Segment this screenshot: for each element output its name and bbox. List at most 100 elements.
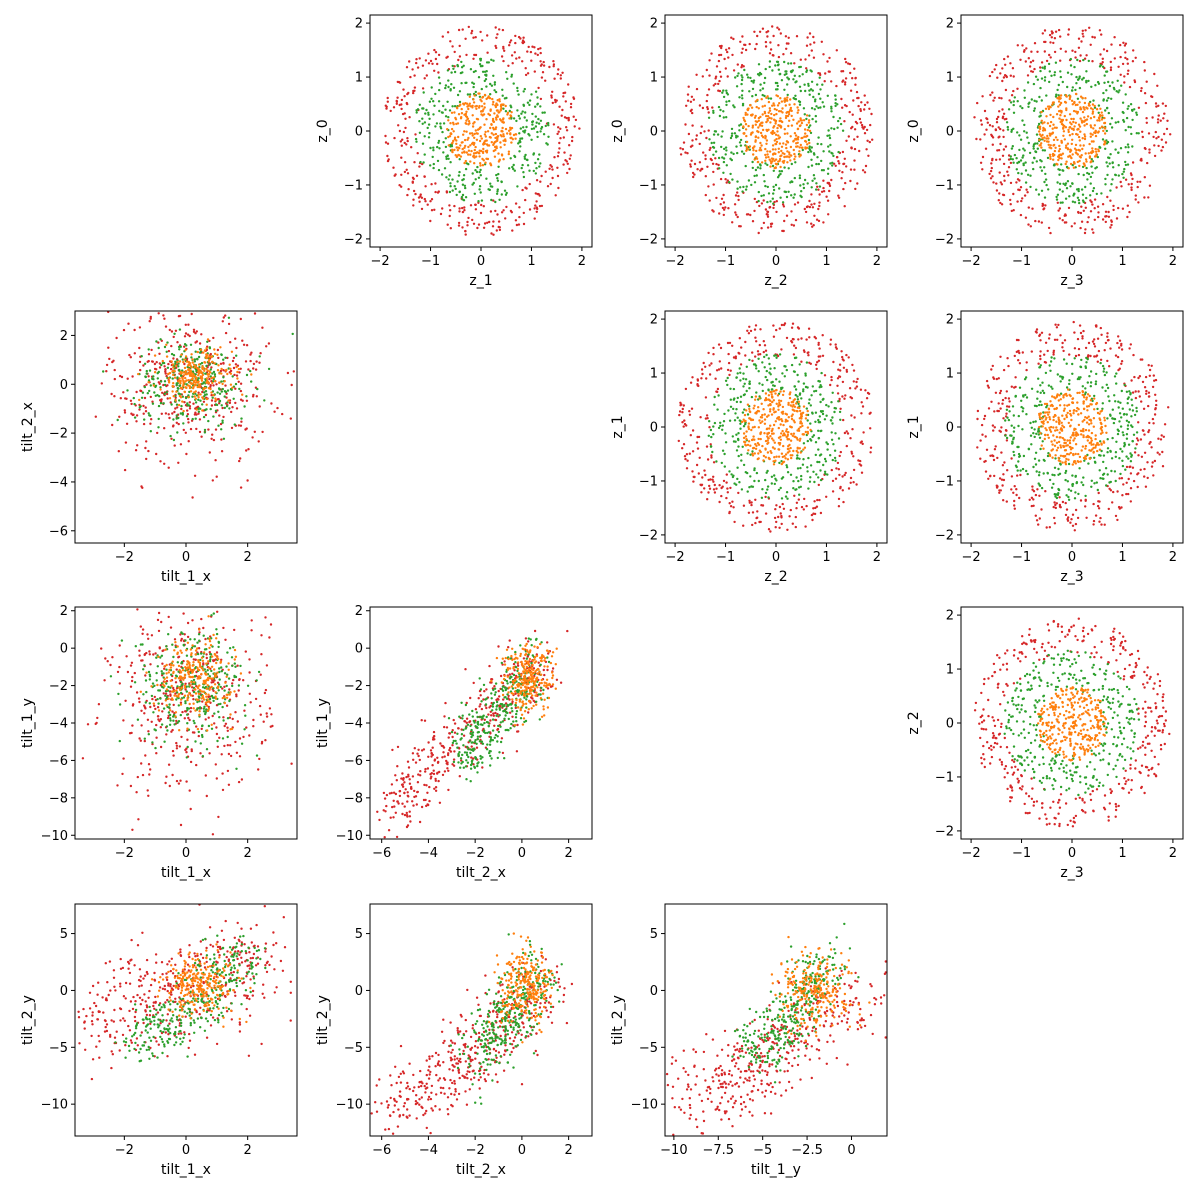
point-green (739, 427, 742, 430)
point-red (859, 459, 862, 463)
point-green (436, 159, 440, 163)
point-orange (1038, 133, 1042, 136)
point-green (1055, 93, 1058, 96)
point-red (695, 134, 698, 137)
point-red (1012, 192, 1015, 196)
point-green (203, 391, 206, 394)
point-red (751, 220, 755, 223)
point-green (468, 93, 472, 96)
point-orange (1048, 153, 1052, 156)
point-red (1003, 57, 1006, 61)
point-red (408, 60, 411, 63)
point-red (562, 91, 565, 95)
point-green (1081, 199, 1085, 202)
point-green (741, 445, 744, 448)
point-red (174, 407, 177, 410)
point-red (1009, 203, 1012, 206)
point-green (536, 130, 539, 134)
point-red (172, 357, 175, 360)
point-red (1145, 80, 1148, 83)
point-orange (478, 139, 482, 143)
point-red (725, 481, 728, 484)
point-red (780, 522, 783, 526)
point-green (1122, 120, 1126, 123)
point-red (414, 192, 417, 196)
point-orange (760, 98, 763, 101)
point-red (1025, 188, 1028, 191)
point-green (1061, 80, 1065, 84)
point-green (785, 491, 789, 494)
point-red (818, 347, 821, 350)
point-orange (757, 136, 760, 139)
point-green (508, 109, 511, 113)
point-orange (1091, 147, 1094, 150)
point-red (766, 215, 770, 218)
point-orange (1103, 132, 1107, 135)
point-green (720, 145, 723, 149)
point-red (838, 375, 842, 378)
point-red (727, 56, 730, 59)
point-red (1027, 57, 1031, 60)
point-green (812, 434, 816, 437)
point-red (849, 71, 852, 75)
point-red (1049, 231, 1052, 235)
point-orange (771, 148, 775, 151)
point-green (821, 83, 824, 86)
point-green (518, 132, 521, 135)
point-green (511, 165, 514, 169)
point-orange (187, 368, 190, 372)
point-red (562, 95, 565, 98)
point-orange (496, 109, 499, 112)
point-green (1081, 78, 1084, 81)
point-green (1056, 181, 1059, 184)
point-green (1035, 160, 1039, 163)
point-green (736, 396, 739, 400)
point-orange (754, 135, 758, 138)
point-orange (772, 126, 775, 129)
point-red (850, 452, 854, 455)
point-green (1069, 185, 1072, 188)
point-orange (742, 125, 745, 128)
point-orange (218, 372, 221, 375)
point-green (825, 441, 828, 444)
point-green (163, 392, 166, 396)
point-green (783, 60, 786, 64)
point-red (718, 212, 721, 215)
point-red (852, 99, 855, 102)
point-red (1157, 114, 1160, 117)
point-red (1105, 49, 1109, 53)
point-green (509, 157, 512, 160)
point-orange (1088, 104, 1091, 107)
point-green (735, 449, 739, 452)
point-green (521, 163, 524, 167)
point-green (220, 404, 223, 407)
point-green (1054, 61, 1058, 64)
point-green (813, 153, 816, 156)
point-orange (748, 407, 751, 411)
point-red (852, 380, 855, 383)
point-red (210, 437, 213, 440)
point-red (542, 64, 546, 67)
point-red (183, 345, 186, 348)
point-orange (808, 141, 811, 145)
point-green (151, 377, 154, 380)
point-green (837, 119, 840, 123)
point-red (1127, 183, 1130, 186)
point-green (804, 372, 807, 375)
point-red (235, 407, 239, 410)
point-green (799, 89, 802, 93)
point-orange (499, 108, 503, 112)
point-red (281, 412, 284, 416)
point-green (437, 139, 441, 143)
point-red (1101, 218, 1105, 221)
point-red (441, 35, 444, 38)
point-green (830, 151, 833, 155)
point-red (688, 413, 692, 416)
point-green (243, 405, 246, 408)
point-green (217, 387, 221, 390)
point-orange (206, 356, 209, 359)
point-green (817, 162, 820, 166)
point-red (691, 111, 694, 115)
point-red (760, 202, 764, 205)
point-green (735, 408, 738, 411)
